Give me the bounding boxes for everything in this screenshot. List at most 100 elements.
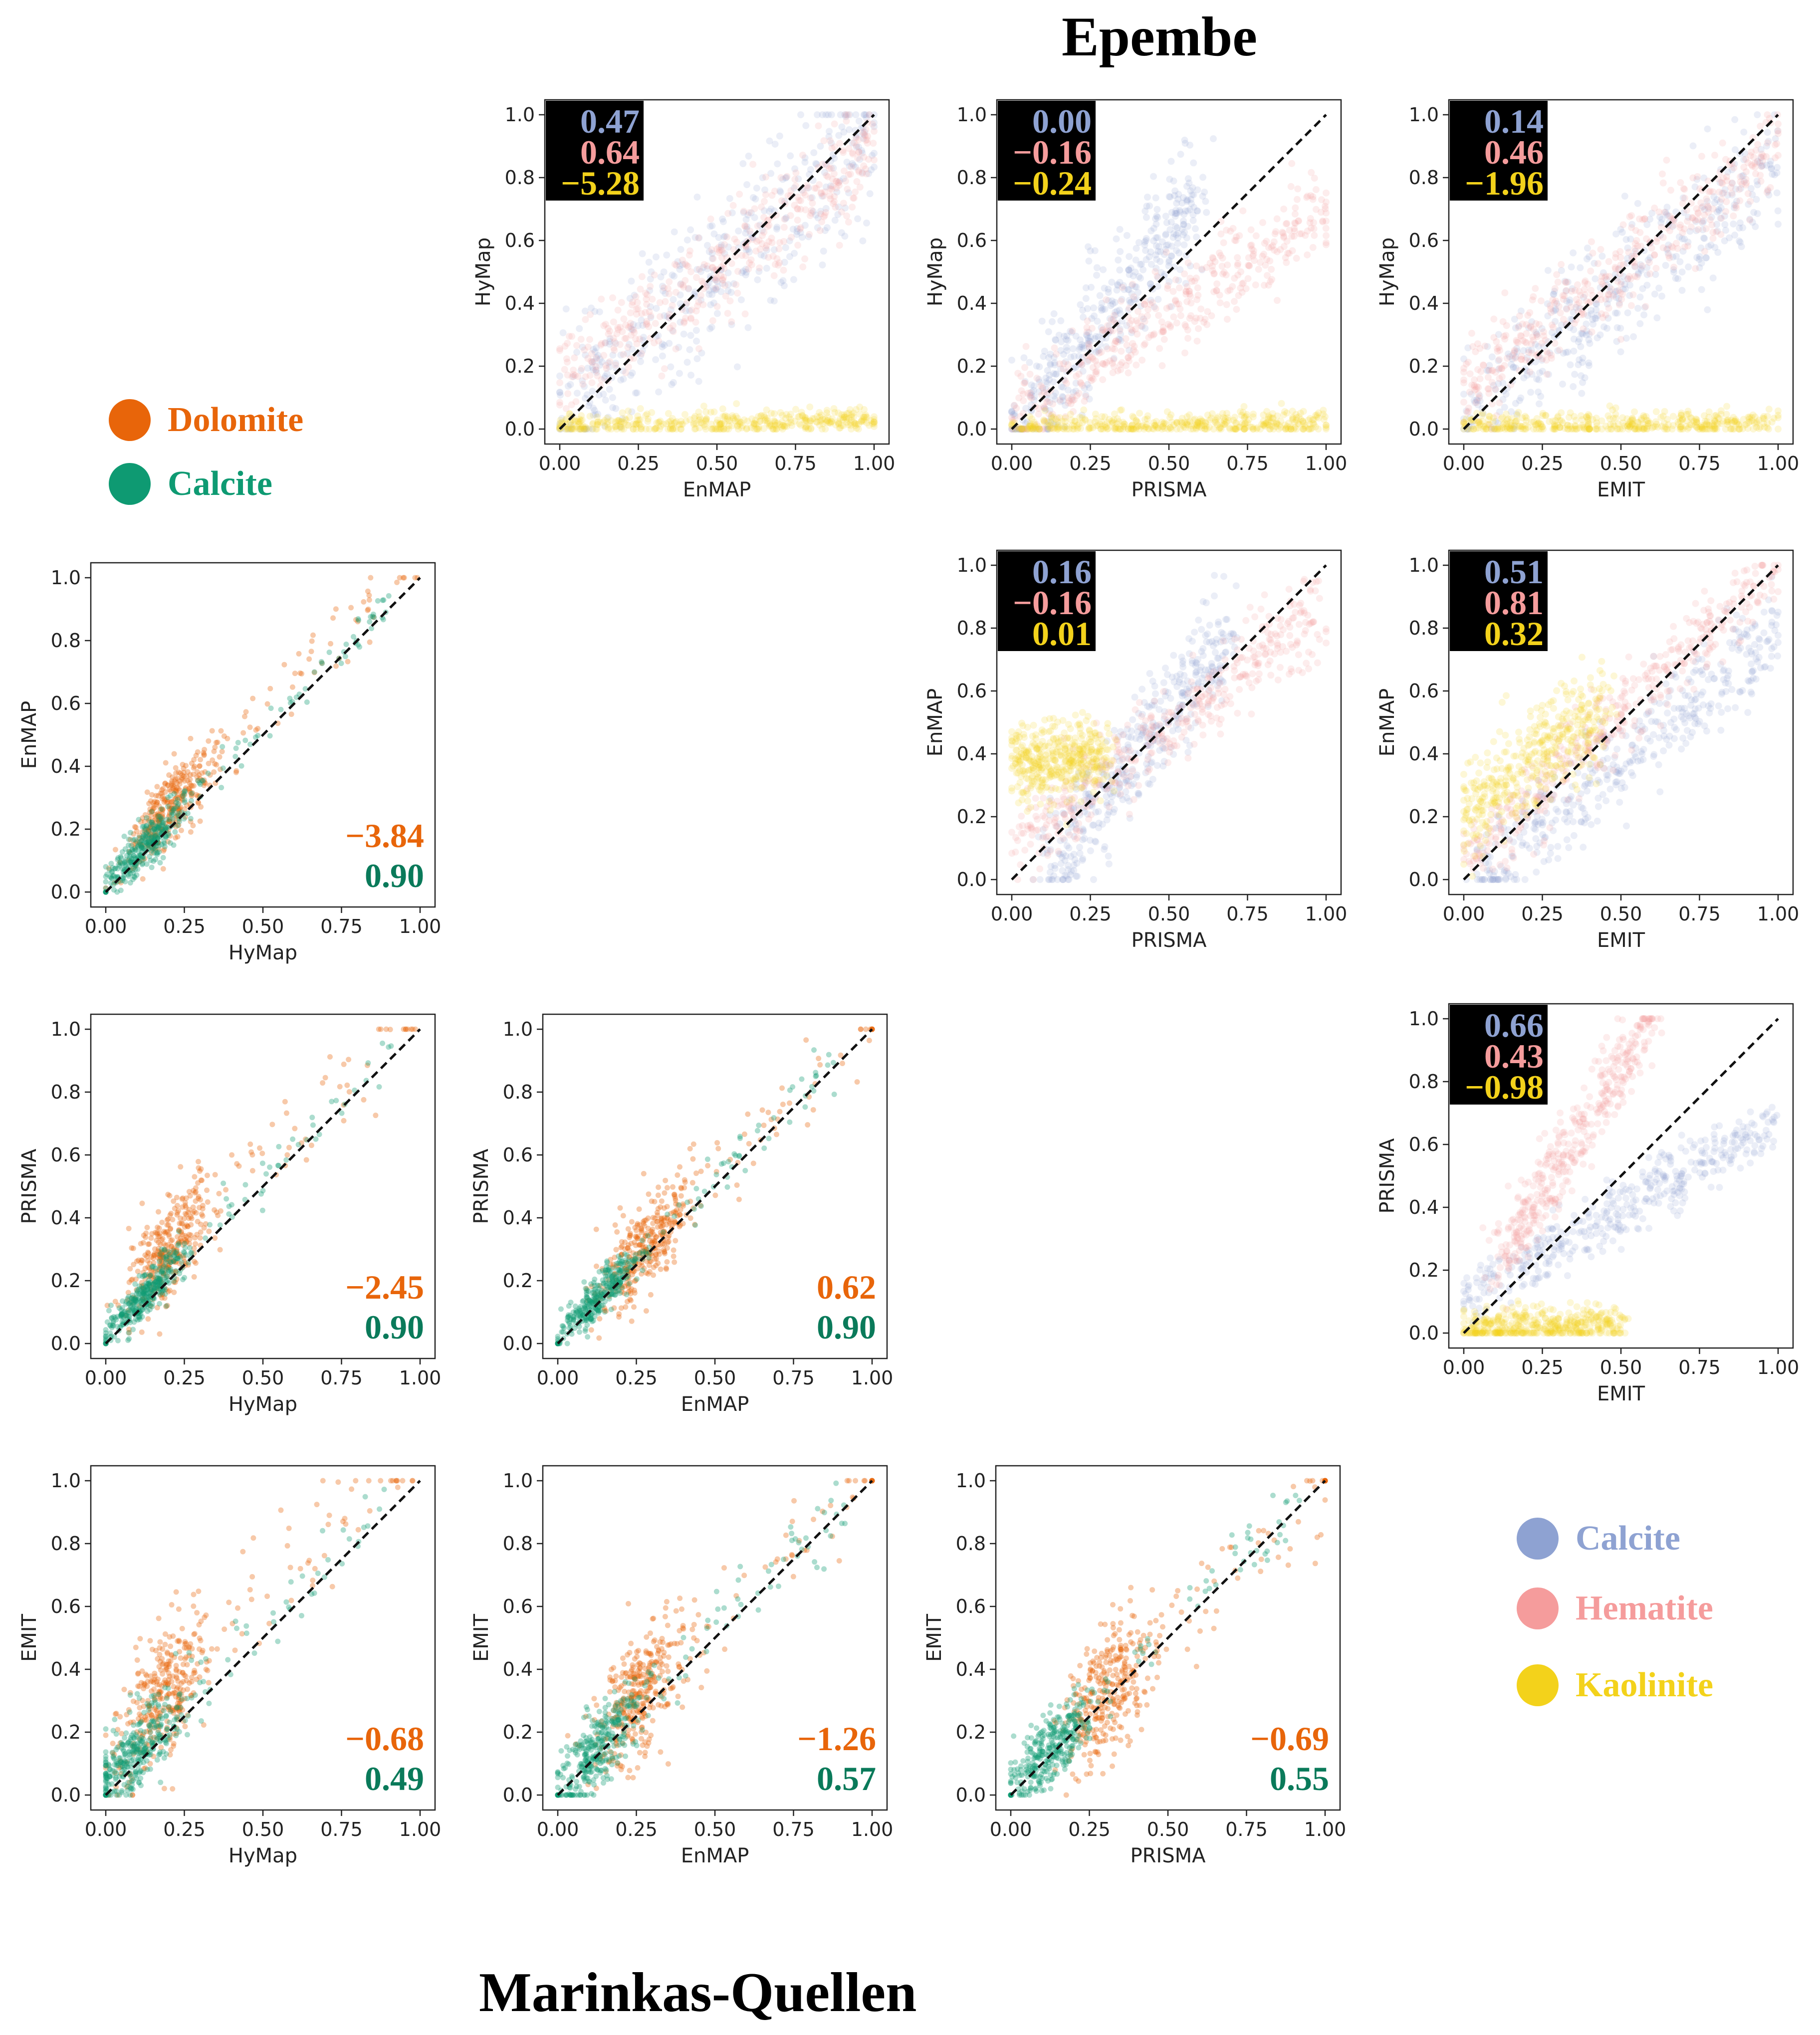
data-point	[1064, 386, 1072, 394]
data-point	[1507, 426, 1514, 433]
data-point	[1099, 422, 1106, 430]
data-point	[1706, 426, 1713, 433]
data-point	[1665, 241, 1672, 249]
data-point	[843, 419, 851, 426]
data-point	[1547, 309, 1555, 316]
data-point	[1485, 367, 1492, 374]
data-point	[1128, 422, 1136, 429]
data-point	[1217, 715, 1225, 723]
data-point	[1771, 171, 1778, 179]
data-point	[1063, 872, 1070, 880]
data-point	[643, 291, 651, 298]
data-point	[1199, 721, 1206, 729]
data-point	[1253, 678, 1260, 685]
data-point	[800, 189, 807, 197]
data-point	[1028, 823, 1035, 831]
data-point	[1302, 231, 1309, 239]
data-point	[1306, 415, 1314, 422]
data-point	[1631, 263, 1638, 270]
data-point	[1486, 362, 1493, 369]
data-point	[1049, 756, 1057, 763]
data-point	[1091, 418, 1099, 426]
data-point	[1615, 299, 1623, 307]
data-point	[1182, 323, 1189, 330]
data-point	[563, 355, 570, 363]
data-point	[735, 227, 742, 235]
data-point	[1129, 340, 1137, 347]
data-point	[1579, 330, 1587, 338]
data-point	[1573, 426, 1580, 433]
data-point	[1719, 190, 1726, 197]
data-point	[1149, 775, 1156, 783]
data-point	[1045, 728, 1053, 735]
data-point	[575, 418, 582, 425]
data-point	[594, 421, 601, 429]
data-point	[843, 416, 850, 423]
data-point	[1240, 426, 1248, 433]
data-point	[556, 345, 563, 352]
data-point	[1471, 383, 1478, 391]
data-point	[1634, 270, 1642, 278]
data-point	[1293, 414, 1300, 422]
data-point	[1631, 422, 1639, 430]
data-point	[713, 310, 721, 317]
data-point	[1045, 418, 1052, 426]
data-point	[1501, 289, 1509, 296]
data-point	[1091, 763, 1098, 771]
data-point	[1249, 252, 1257, 260]
data-point	[1164, 320, 1172, 328]
data-point	[860, 416, 868, 424]
data-point	[1066, 734, 1073, 742]
data-point	[1493, 338, 1500, 345]
data-point	[644, 418, 652, 425]
data-point	[708, 426, 715, 433]
data-point	[1764, 186, 1772, 194]
data-point	[1217, 230, 1225, 238]
data-point	[871, 416, 878, 423]
data-point	[1235, 292, 1242, 299]
data-point	[1717, 411, 1725, 418]
data-point	[642, 412, 650, 419]
data-point	[795, 175, 802, 183]
data-point	[1043, 759, 1050, 767]
data-point	[709, 255, 717, 262]
data-point	[1147, 712, 1155, 719]
data-point	[1688, 421, 1695, 429]
data-point	[1221, 415, 1229, 422]
data-point	[1071, 856, 1079, 864]
data-point	[1611, 263, 1619, 271]
data-point	[1732, 185, 1739, 193]
data-point	[1044, 367, 1051, 374]
data-point	[1144, 425, 1152, 432]
data-point	[1125, 782, 1132, 790]
data-point	[1475, 384, 1482, 391]
data-point	[822, 426, 829, 433]
data-point	[1078, 735, 1085, 742]
data-point	[1287, 665, 1295, 673]
series-kaolinite-points	[1008, 400, 1330, 433]
data-point	[1538, 423, 1546, 431]
data-point	[1609, 292, 1617, 300]
data-point	[1182, 736, 1190, 744]
data-point	[1658, 423, 1665, 430]
data-point	[1165, 258, 1172, 266]
data-point	[1124, 755, 1132, 762]
data-point	[1079, 825, 1087, 833]
data-point	[1127, 747, 1134, 754]
data-point	[1173, 742, 1181, 749]
data-point	[1143, 760, 1150, 767]
data-point	[1234, 709, 1241, 717]
data-point	[1164, 241, 1172, 248]
data-point	[1198, 417, 1205, 425]
data-point	[1192, 426, 1200, 433]
data-point	[592, 411, 599, 418]
data-point	[1305, 426, 1313, 433]
data-point	[737, 419, 745, 426]
data-point	[1050, 714, 1057, 722]
data-point	[1723, 411, 1730, 418]
data-point	[863, 114, 870, 121]
data-point	[760, 207, 768, 215]
legend-item-hematite: Hematite	[1517, 1587, 1713, 1629]
data-point	[1498, 365, 1505, 372]
data-point	[1534, 333, 1541, 340]
